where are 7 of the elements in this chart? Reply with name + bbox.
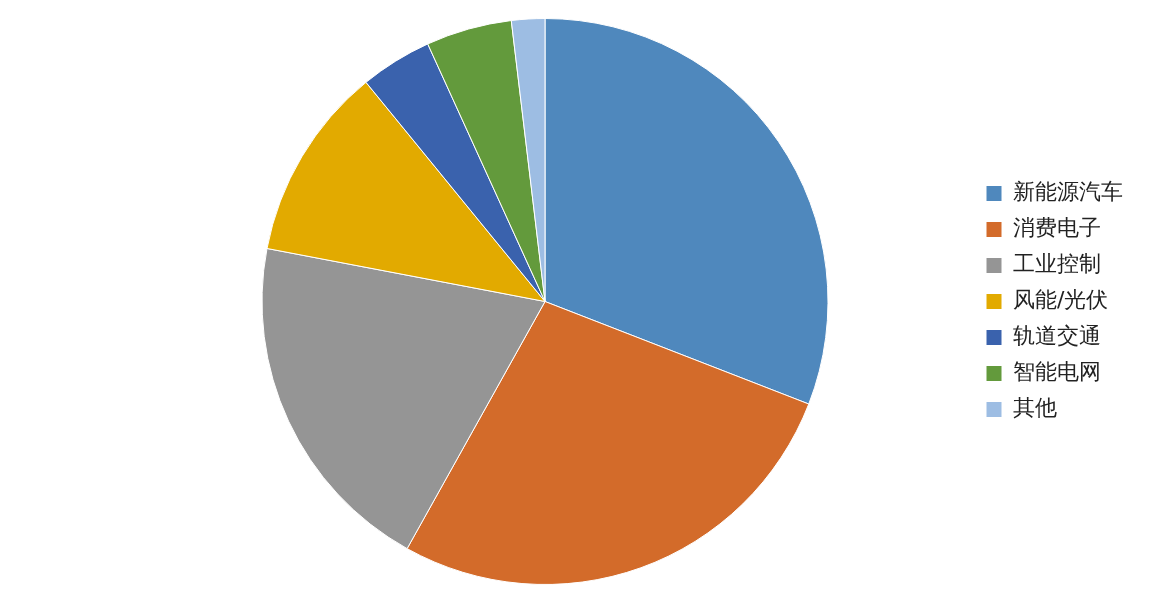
legend-label: 消费电子 — [1013, 215, 1101, 241]
legend-label: 新能源汽车 — [1013, 179, 1123, 205]
legend-label: 其他 — [1013, 395, 1057, 421]
legend-label: 智能电网 — [1013, 359, 1101, 385]
legend-label: 风能/光伏 — [1013, 287, 1109, 313]
legend-label: 工业控制 — [1013, 251, 1101, 277]
legend-label: 轨道交通 — [1013, 323, 1101, 349]
